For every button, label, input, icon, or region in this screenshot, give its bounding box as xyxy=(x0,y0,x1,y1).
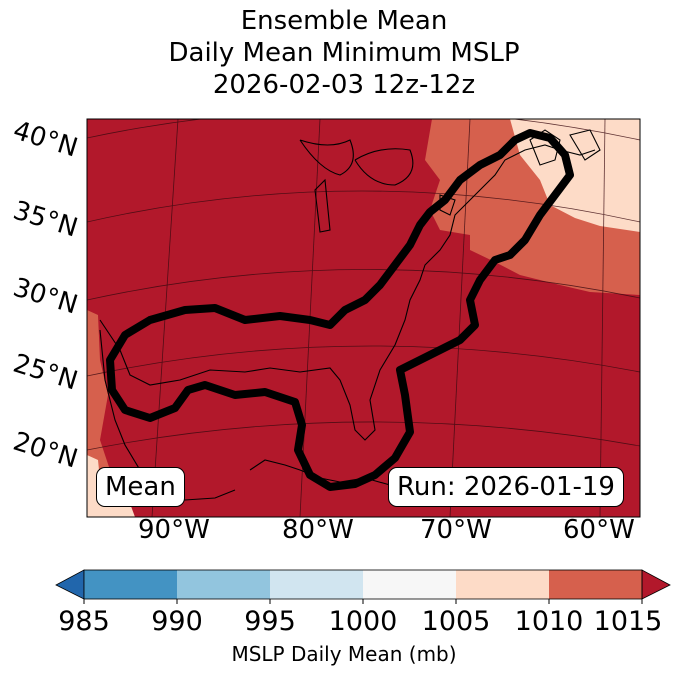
mean-tag: Mean xyxy=(96,467,185,507)
map-frame xyxy=(86,118,641,518)
colorbar-bin-990-995 xyxy=(177,570,270,599)
colorbar-tick-1000: 1000 xyxy=(328,606,398,637)
title-line-2: Daily Mean Minimum MSLP xyxy=(168,38,520,68)
colorbar-extend-low xyxy=(55,569,85,600)
colorbar-tick-1010: 1010 xyxy=(514,606,584,637)
lon-label-60w: 60°W xyxy=(563,515,635,545)
run-tag: Run: 2026-01-19 xyxy=(388,467,624,507)
title-line-1: Ensemble Mean xyxy=(240,6,448,36)
mslp-contour xyxy=(106,129,574,491)
colorbar-tick-985: 985 xyxy=(58,606,110,637)
lon-label-70w: 70°W xyxy=(420,515,492,545)
colorbar-bin-1000-1005 xyxy=(363,570,456,599)
colorbar-tick-995: 995 xyxy=(244,606,296,637)
colorbar-bin-985-990 xyxy=(84,570,177,599)
colorbar-bin-1005-1010 xyxy=(456,570,549,599)
colorbar-label: MSLP Daily Mean (mb) xyxy=(231,642,457,666)
colorbar-extend-high xyxy=(641,569,671,600)
colorbar-tick-990: 990 xyxy=(151,606,203,637)
colorbar-tick-1005: 1005 xyxy=(421,606,491,637)
colorbar-bin-1010-1015 xyxy=(549,570,642,599)
lon-label-80w: 80°W xyxy=(282,515,354,545)
title-line-3: 2026-02-03 12z-12z xyxy=(212,70,476,100)
colorbar-tick-1015: 1015 xyxy=(593,606,663,637)
mslp-field-1005 xyxy=(510,119,640,232)
colorbar xyxy=(55,569,671,604)
lon-label-90w: 90°W xyxy=(138,515,210,545)
map-field xyxy=(87,119,640,517)
colorbar-bin-995-1000 xyxy=(270,570,363,599)
